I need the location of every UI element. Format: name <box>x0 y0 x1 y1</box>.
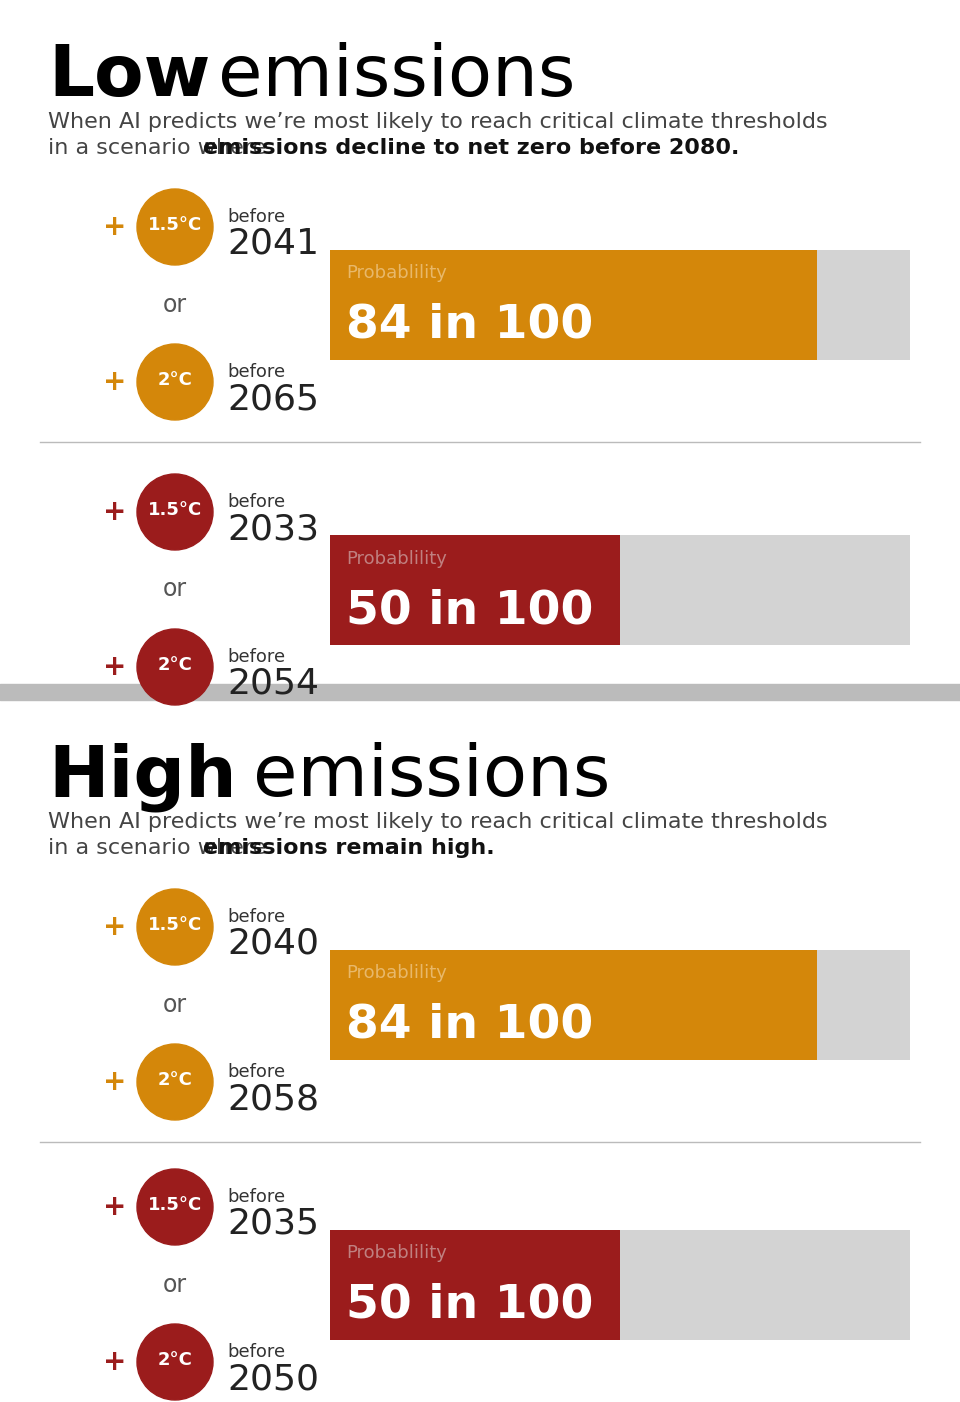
FancyBboxPatch shape <box>330 949 910 1060</box>
FancyBboxPatch shape <box>330 1230 910 1339</box>
Circle shape <box>137 629 213 705</box>
Text: or: or <box>163 293 187 317</box>
Text: in a scenario where: in a scenario where <box>48 838 274 858</box>
Text: 2035: 2035 <box>227 1207 319 1241</box>
Text: emissions: emissions <box>230 742 611 810</box>
Circle shape <box>137 1169 213 1245</box>
Text: +: + <box>104 913 127 941</box>
Text: before: before <box>227 648 285 666</box>
Text: 2040: 2040 <box>227 927 319 960</box>
Text: 84 in 100: 84 in 100 <box>346 1002 593 1049</box>
Text: 1.5°C: 1.5°C <box>148 501 203 519</box>
Text: before: before <box>227 1187 285 1206</box>
FancyBboxPatch shape <box>330 534 910 645</box>
Text: or: or <box>163 1273 187 1297</box>
Text: Low: Low <box>48 42 210 111</box>
Text: in a scenario where: in a scenario where <box>48 137 274 158</box>
Text: emissions decline to net zero before 2080.: emissions decline to net zero before 208… <box>203 137 739 158</box>
Circle shape <box>137 1323 213 1401</box>
Text: 2058: 2058 <box>227 1082 319 1116</box>
Text: +: + <box>104 498 127 526</box>
FancyBboxPatch shape <box>330 534 620 645</box>
Text: +: + <box>104 1347 127 1375</box>
Text: +: + <box>104 1193 127 1221</box>
Text: or: or <box>163 993 187 1016</box>
Text: emissions remain high.: emissions remain high. <box>203 838 494 858</box>
Text: 2°C: 2°C <box>157 1071 192 1089</box>
FancyBboxPatch shape <box>330 949 817 1060</box>
Text: 2065: 2065 <box>227 381 319 416</box>
Text: before: before <box>227 908 285 925</box>
Text: 1.5°C: 1.5°C <box>148 1196 203 1214</box>
Circle shape <box>137 1044 213 1120</box>
Circle shape <box>137 474 213 550</box>
Text: before: before <box>227 207 285 226</box>
Text: before: before <box>227 1063 285 1081</box>
FancyBboxPatch shape <box>330 250 817 359</box>
Text: +: + <box>104 653 127 681</box>
Text: before: before <box>227 1343 285 1361</box>
Text: 50 in 100: 50 in 100 <box>346 587 593 632</box>
Text: or: or <box>163 578 187 601</box>
Text: 50 in 100: 50 in 100 <box>346 1283 593 1328</box>
Text: 1.5°C: 1.5°C <box>148 216 203 234</box>
Text: Probablility: Probablility <box>346 1245 446 1262</box>
Text: 2054: 2054 <box>227 667 319 701</box>
Text: 84 in 100: 84 in 100 <box>346 303 593 348</box>
Text: When AI predicts we’re most likely to reach critical climate thresholds: When AI predicts we’re most likely to re… <box>48 812 828 831</box>
Text: +: + <box>104 367 127 395</box>
Text: Probablility: Probablility <box>346 550 446 568</box>
Circle shape <box>137 189 213 265</box>
FancyBboxPatch shape <box>330 1230 620 1339</box>
Text: 2033: 2033 <box>227 512 319 545</box>
Text: 1.5°C: 1.5°C <box>148 916 203 934</box>
Text: 2°C: 2°C <box>157 1352 192 1368</box>
FancyBboxPatch shape <box>330 250 910 359</box>
Circle shape <box>137 889 213 965</box>
Text: +: + <box>104 1068 127 1096</box>
Text: before: before <box>227 494 285 510</box>
Text: 2041: 2041 <box>227 227 319 261</box>
Text: before: before <box>227 363 285 381</box>
Text: When AI predicts we’re most likely to reach critical climate thresholds: When AI predicts we’re most likely to re… <box>48 112 828 132</box>
Text: Probablility: Probablility <box>346 265 446 282</box>
Text: emissions: emissions <box>195 42 575 111</box>
Text: 2050: 2050 <box>227 1361 319 1396</box>
Circle shape <box>137 343 213 421</box>
Text: High: High <box>48 742 236 812</box>
Text: 2°C: 2°C <box>157 372 192 388</box>
Text: Probablility: Probablility <box>346 965 446 983</box>
Text: 2°C: 2°C <box>157 656 192 674</box>
Text: +: + <box>104 213 127 241</box>
